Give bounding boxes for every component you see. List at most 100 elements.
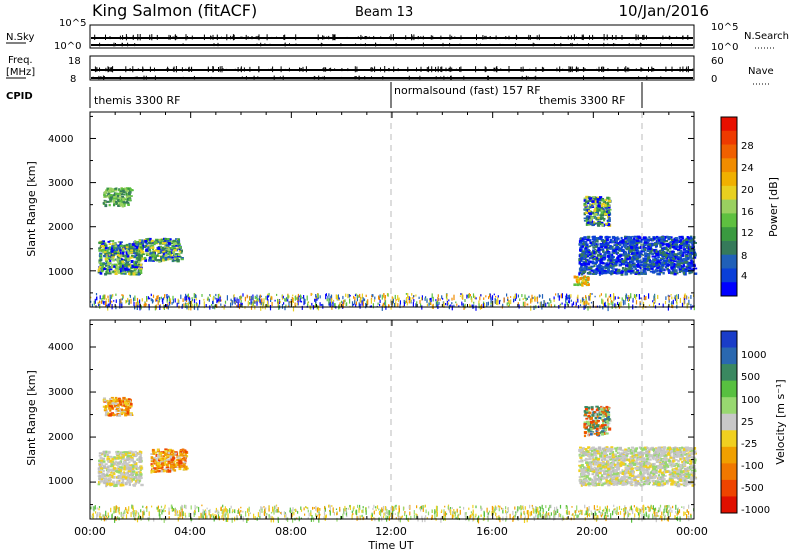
power-cell [684, 249, 688, 253]
power-cell [662, 236, 665, 240]
power-cell [592, 269, 595, 272]
velocity-cell [121, 463, 125, 466]
power-cell [586, 238, 590, 242]
power-cell [149, 297, 151, 300]
power-cell [534, 296, 536, 301]
power-cell [160, 296, 162, 299]
power-cell [362, 297, 364, 302]
power-cell [604, 198, 607, 201]
velocity-cell [106, 474, 109, 477]
velocity-cell [171, 450, 174, 454]
power-cell [540, 301, 542, 307]
power-cell [139, 244, 142, 248]
power-cell [288, 295, 290, 298]
power-cell [118, 259, 123, 262]
velocity-cell [119, 466, 123, 468]
power-cell [360, 297, 362, 303]
power-cell [332, 301, 334, 307]
power-cell [253, 300, 255, 304]
power-cell [690, 295, 692, 299]
power-cell [114, 272, 118, 275]
power-cell [634, 248, 638, 251]
power-cell [109, 259, 112, 262]
velocity-cell [160, 470, 163, 473]
velocity-cell [129, 476, 133, 479]
power-cell [121, 262, 125, 264]
power-cell [605, 263, 610, 266]
power-cell [611, 267, 614, 269]
velocity-cell [129, 467, 132, 470]
power-cell [453, 304, 455, 307]
power-cell [605, 204, 609, 207]
power-cell [543, 304, 545, 308]
power-cell [133, 266, 136, 269]
power-cell [97, 268, 100, 272]
power-cell [108, 243, 112, 246]
power-cell [470, 304, 472, 308]
power-cell [621, 267, 624, 270]
power-cell [681, 254, 685, 257]
power-cell [507, 299, 509, 302]
velocity-cell [98, 469, 102, 471]
power-cell [599, 217, 603, 221]
power-cell [610, 270, 613, 272]
power-cell [490, 301, 492, 305]
power-cell [602, 306, 604, 310]
power-cell [591, 293, 593, 295]
power-cell [188, 296, 190, 299]
power-cell [197, 306, 199, 311]
power-cell [336, 295, 338, 300]
power-cell [601, 239, 605, 241]
power-cell [121, 204, 125, 208]
velocity-cell [99, 467, 103, 470]
power-cell [288, 301, 290, 307]
power-cell [582, 267, 586, 271]
power-cell [647, 256, 651, 260]
power-cell [104, 242, 107, 245]
power-cell [594, 272, 598, 275]
power-cell [587, 254, 590, 258]
power-cell [129, 264, 133, 267]
power-cell [589, 241, 593, 244]
power-cell [656, 252, 659, 255]
power-cell [579, 248, 582, 252]
power-cell [605, 293, 607, 298]
power-cell [685, 240, 689, 244]
power-cell [338, 297, 340, 300]
power-cell [168, 251, 172, 254]
power-cell [331, 305, 333, 310]
power-cell [669, 241, 672, 244]
power-cell [611, 271, 614, 275]
power-cell [670, 266, 674, 270]
velocity-cell [113, 456, 116, 459]
power-cell [598, 208, 601, 212]
power-cell [675, 294, 678, 297]
power-cell [105, 259, 108, 262]
power-cell [620, 236, 623, 240]
velocity-cell [120, 408, 123, 411]
power-cell [116, 202, 118, 205]
power-cell [128, 192, 131, 196]
power-cell [596, 209, 599, 212]
velocity-cell [115, 410, 119, 413]
power-cell [250, 299, 252, 304]
power-cell [176, 258, 179, 261]
power-cell [683, 272, 687, 276]
power-cell [579, 254, 582, 257]
power-cell [148, 257, 152, 260]
nsky-label: N.Sky [6, 32, 34, 43]
power-cell [104, 257, 108, 261]
velocity-cell [106, 466, 110, 469]
power-cell [573, 283, 577, 286]
velocity-cell [591, 431, 595, 434]
power-cell [329, 302, 331, 307]
velocity-cell [164, 460, 168, 463]
power-cell [662, 250, 666, 253]
power-cell [118, 266, 122, 268]
power-cell [159, 251, 163, 253]
power-cell [595, 211, 599, 214]
power-cell [515, 293, 517, 299]
power-cell [627, 298, 629, 302]
power-cell [107, 266, 110, 270]
power-cell [101, 298, 103, 302]
